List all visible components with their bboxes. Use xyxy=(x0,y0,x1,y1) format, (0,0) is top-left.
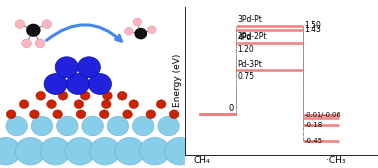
Circle shape xyxy=(31,116,53,136)
Circle shape xyxy=(74,100,84,109)
Circle shape xyxy=(146,110,156,119)
Circle shape xyxy=(58,91,68,100)
Circle shape xyxy=(15,137,46,165)
Circle shape xyxy=(123,110,132,119)
Circle shape xyxy=(102,91,112,100)
Circle shape xyxy=(44,74,67,94)
Text: 3Pd-Pt: 3Pd-Pt xyxy=(237,15,262,25)
Text: Pd-3Pt: Pd-3Pt xyxy=(237,60,262,69)
Circle shape xyxy=(88,74,112,94)
Text: 4Pd: 4Pd xyxy=(237,33,252,42)
Circle shape xyxy=(53,110,62,119)
Circle shape xyxy=(46,100,56,109)
Circle shape xyxy=(156,100,166,109)
Circle shape xyxy=(125,27,133,35)
Text: 1.20: 1.20 xyxy=(237,45,254,54)
Text: 2Pd-2Pt: 2Pd-2Pt xyxy=(237,32,267,41)
Circle shape xyxy=(15,20,25,29)
Circle shape xyxy=(77,57,101,78)
Circle shape xyxy=(107,116,129,136)
Circle shape xyxy=(36,91,46,100)
Circle shape xyxy=(0,137,21,165)
Circle shape xyxy=(55,57,78,78)
Text: 1.50: 1.50 xyxy=(304,21,321,30)
Circle shape xyxy=(65,137,95,165)
Text: -0.45: -0.45 xyxy=(304,138,322,144)
Circle shape xyxy=(19,100,29,109)
Text: 0.75: 0.75 xyxy=(237,72,254,81)
Circle shape xyxy=(90,137,120,165)
Circle shape xyxy=(22,39,31,48)
Circle shape xyxy=(35,39,45,48)
Circle shape xyxy=(102,100,111,109)
Circle shape xyxy=(57,116,78,136)
Circle shape xyxy=(40,137,70,165)
Circle shape xyxy=(118,91,127,100)
Circle shape xyxy=(147,26,156,34)
Text: 1.43: 1.43 xyxy=(304,25,321,34)
Circle shape xyxy=(82,116,103,136)
Circle shape xyxy=(42,20,52,29)
Circle shape xyxy=(6,110,16,119)
Text: -0.18: -0.18 xyxy=(304,122,322,128)
Circle shape xyxy=(29,110,39,119)
Text: -0.01/-0.06: -0.01/-0.06 xyxy=(304,112,341,118)
Circle shape xyxy=(81,91,90,100)
Circle shape xyxy=(169,110,179,119)
Circle shape xyxy=(158,116,179,136)
Circle shape xyxy=(26,24,40,37)
Circle shape xyxy=(115,137,145,165)
Circle shape xyxy=(76,110,86,119)
Circle shape xyxy=(99,110,109,119)
Circle shape xyxy=(133,116,154,136)
Text: 0: 0 xyxy=(229,104,234,113)
Circle shape xyxy=(133,18,142,26)
Circle shape xyxy=(66,74,89,94)
Circle shape xyxy=(134,28,147,39)
Circle shape xyxy=(139,137,170,165)
Circle shape xyxy=(129,100,139,109)
Circle shape xyxy=(164,137,195,165)
Y-axis label: Energy (eV): Energy (eV) xyxy=(174,54,183,107)
Circle shape xyxy=(6,116,28,136)
